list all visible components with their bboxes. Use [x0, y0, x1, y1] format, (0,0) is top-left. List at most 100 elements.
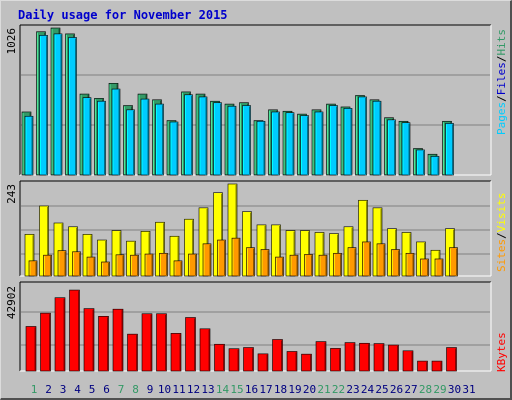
sites-bar-day-1 — [28, 260, 38, 277]
sites-bar-day-11 — [173, 260, 183, 277]
kbytes-bar-day-23 — [344, 342, 356, 372]
legend-visits-sites-separator: / — [495, 232, 508, 239]
x-tick-label-day-30: 30 — [448, 383, 461, 396]
files-bar-day-24 — [358, 96, 367, 176]
x-tick-label-day-3: 3 — [60, 383, 67, 396]
x-tick-label-day-26: 26 — [390, 383, 403, 396]
kbytes-bar-day-3 — [54, 297, 66, 372]
x-tick-label-day-14: 14 — [216, 383, 230, 396]
files-bar-day-18 — [271, 111, 280, 176]
kbytes-bar-day-25 — [373, 343, 385, 372]
files-bar-day-28 — [416, 149, 425, 176]
files-bar-day-20 — [300, 115, 309, 176]
kbytes-bar-day-24 — [359, 342, 370, 372]
sites-bar-day-24 — [362, 241, 371, 277]
x-tick-label-day-13: 13 — [201, 383, 214, 396]
files-bar-day-21 — [314, 111, 324, 176]
kbytes-bar-day-18 — [272, 339, 283, 372]
files-bar-day-29 — [430, 156, 440, 176]
sites-bar-day-30 — [449, 247, 458, 277]
files-bar-day-26 — [387, 119, 396, 176]
x-tick-label-day-2: 2 — [45, 383, 52, 396]
files-bar-day-30 — [445, 123, 454, 176]
x-tick-label-day-8: 8 — [132, 383, 139, 396]
x-tick-label-day-11: 11 — [172, 383, 185, 396]
kbytes-bar-day-17 — [257, 353, 269, 372]
x-tick-label-day-18: 18 — [274, 383, 287, 396]
kbytes-bar-day-15 — [228, 348, 240, 372]
sites-bar-day-28 — [420, 258, 429, 277]
sites-bar-day-21 — [318, 254, 328, 277]
kbytes-bar-day-13 — [199, 328, 211, 372]
sites-bar-day-5 — [86, 256, 96, 277]
x-tick-label-day-25: 25 — [375, 383, 388, 396]
files-bar-day-2 — [39, 35, 48, 176]
x-tick-label-day-12: 12 — [187, 383, 200, 396]
sites-bar-day-9 — [144, 253, 154, 277]
sites-bar-day-23 — [347, 247, 357, 277]
files-bar-day-1 — [24, 115, 34, 176]
kbytes-bar-day-8 — [127, 333, 138, 372]
x-tick-label-day-31: 31 — [462, 383, 475, 396]
x-tick-label-day-17: 17 — [259, 383, 272, 396]
legend-hits-files-pages-pages: Pages — [495, 102, 508, 135]
sites-bar-day-22 — [333, 252, 342, 277]
kbytes-bar-day-20 — [301, 353, 312, 372]
sites-bar-day-27 — [405, 252, 415, 277]
kbytes-bar-day-30 — [446, 347, 457, 372]
kbytes-bar-day-1 — [25, 326, 37, 372]
kbytes-bar-day-6 — [98, 316, 109, 372]
x-tick-label-day-21: 21 — [317, 383, 330, 396]
sites-bar-day-15 — [231, 237, 241, 277]
files-bar-day-22 — [329, 105, 338, 176]
sites-bar-day-6 — [101, 261, 110, 277]
files-bar-day-13 — [198, 96, 208, 176]
files-bar-day-7 — [111, 88, 121, 176]
legend-visits-sites: Sites/Visits — [495, 193, 508, 273]
legend-hits-files-pages-separator: / — [495, 95, 508, 102]
x-tick-label-day-20: 20 — [303, 383, 316, 396]
x-tick-label-day-27: 27 — [404, 383, 417, 396]
kbytes-bar-day-14 — [214, 343, 225, 372]
x-tick-label-day-16: 16 — [245, 383, 258, 396]
kbytes-bar-day-10 — [156, 313, 167, 372]
x-tick-label-day-10: 10 — [158, 383, 171, 396]
kbytes-bar-day-22 — [330, 348, 341, 372]
sites-bar-day-7 — [115, 254, 125, 277]
sites-bar-day-19 — [289, 254, 299, 277]
kbytes-bar-day-11 — [170, 333, 182, 372]
kbytes-bar-day-26 — [388, 344, 399, 372]
files-bar-day-9 — [140, 98, 150, 176]
legend-visits-sites-visits: Visits — [495, 193, 508, 233]
files-bar-day-23 — [343, 108, 353, 176]
x-tick-label-day-15: 15 — [230, 383, 243, 396]
x-tick-label-day-24: 24 — [361, 383, 375, 396]
files-bar-day-15 — [227, 105, 237, 176]
sites-bar-day-8 — [130, 254, 139, 277]
files-bar-day-14 — [213, 102, 222, 176]
sites-bar-day-10 — [159, 252, 168, 277]
files-bar-day-25 — [372, 100, 382, 176]
legend-hits-files-pages-files: Files — [495, 62, 508, 95]
x-tick-label-day-4: 4 — [74, 383, 81, 396]
kbytes-bar-day-9 — [141, 313, 153, 372]
sites-bar-day-18 — [275, 256, 284, 277]
files-bar-day-6 — [97, 100, 106, 176]
x-tick-label-day-6: 6 — [103, 383, 110, 396]
x-tick-label-day-23: 23 — [346, 383, 359, 396]
sites-bar-day-14 — [217, 239, 226, 277]
sites-bar-day-26 — [391, 249, 400, 277]
kbytes-bar-day-29 — [431, 360, 443, 372]
legend-hits-files-pages-separator: / — [495, 56, 508, 63]
kbytes-bar-day-12 — [185, 317, 196, 372]
sites-bar-day-17 — [260, 249, 270, 277]
x-tick-label-day-19: 19 — [288, 383, 301, 396]
files-bar-day-4 — [68, 37, 77, 176]
files-bar-day-5 — [82, 97, 92, 176]
x-tick-label-day-22: 22 — [332, 383, 345, 396]
x-tick-label-day-29: 29 — [433, 383, 446, 396]
files-bar-day-12 — [184, 94, 193, 176]
sites-bar-day-16 — [246, 247, 255, 277]
files-bar-day-27 — [401, 122, 411, 176]
